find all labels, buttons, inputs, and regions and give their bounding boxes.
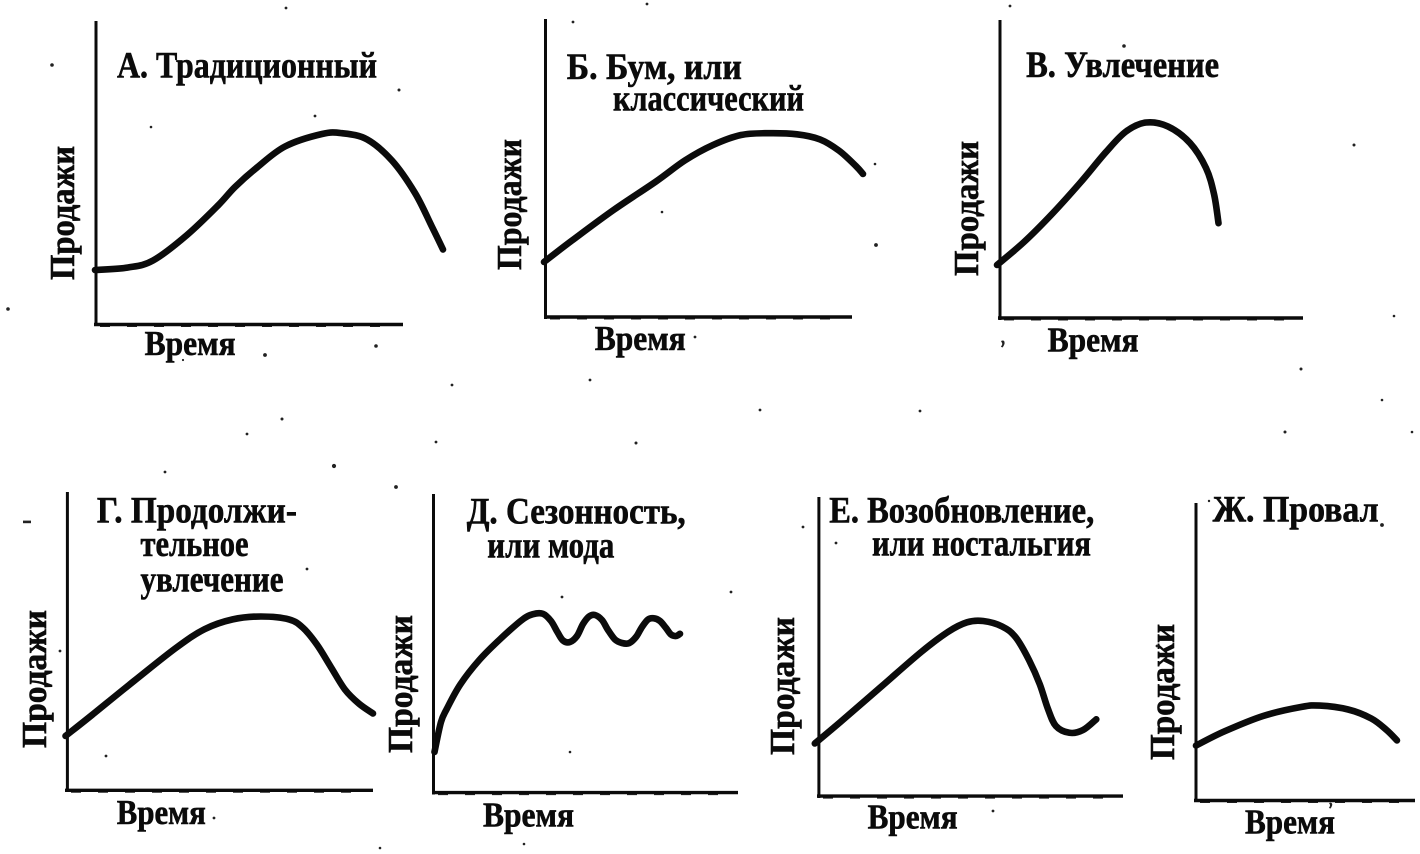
svg-text:увлечение: увлечение xyxy=(141,559,284,600)
svg-text:Продажи: Продажи xyxy=(490,139,529,270)
svg-text:Время: Время xyxy=(868,798,958,837)
svg-text:Г. Продолжи-: Г. Продолжи- xyxy=(97,490,297,531)
svg-text:Время: Время xyxy=(1245,802,1335,841)
svg-text:Б. Бум, или: Б. Бум, или xyxy=(567,46,742,87)
svg-text:Время: Время xyxy=(117,793,206,832)
svg-text:Ж. Провал: Ж. Провал xyxy=(1213,489,1379,530)
svg-text:классический: классический xyxy=(613,77,804,118)
svg-text:Продажи: Продажи xyxy=(43,146,82,280)
svg-text:Продажи: Продажи xyxy=(1143,624,1182,760)
svg-text:Время: Время xyxy=(483,795,574,834)
svg-text:тельное: тельное xyxy=(141,523,249,564)
svg-text:Продажи: Продажи xyxy=(15,610,54,748)
svg-text:или мода: или мода xyxy=(487,525,614,566)
svg-text:Время: Время xyxy=(145,324,236,363)
svg-text:В. Увлечение: В. Увлечение xyxy=(1026,44,1219,85)
svg-text:Время: Время xyxy=(1048,321,1139,360)
svg-text:Е. Возобновление,: Е. Возобновление, xyxy=(829,490,1094,531)
svg-text:А. Традиционный: А. Традиционный xyxy=(117,45,377,86)
svg-text:Продажи: Продажи xyxy=(763,617,802,755)
svg-text:или ностальгия: или ностальгия xyxy=(872,522,1091,563)
svg-text:Время: Время xyxy=(595,319,686,358)
svg-text:Д. Сезонность,: Д. Сезонность, xyxy=(467,490,686,531)
svg-text:Продажи: Продажи xyxy=(947,141,986,276)
svg-text:Продажи: Продажи xyxy=(381,615,420,753)
